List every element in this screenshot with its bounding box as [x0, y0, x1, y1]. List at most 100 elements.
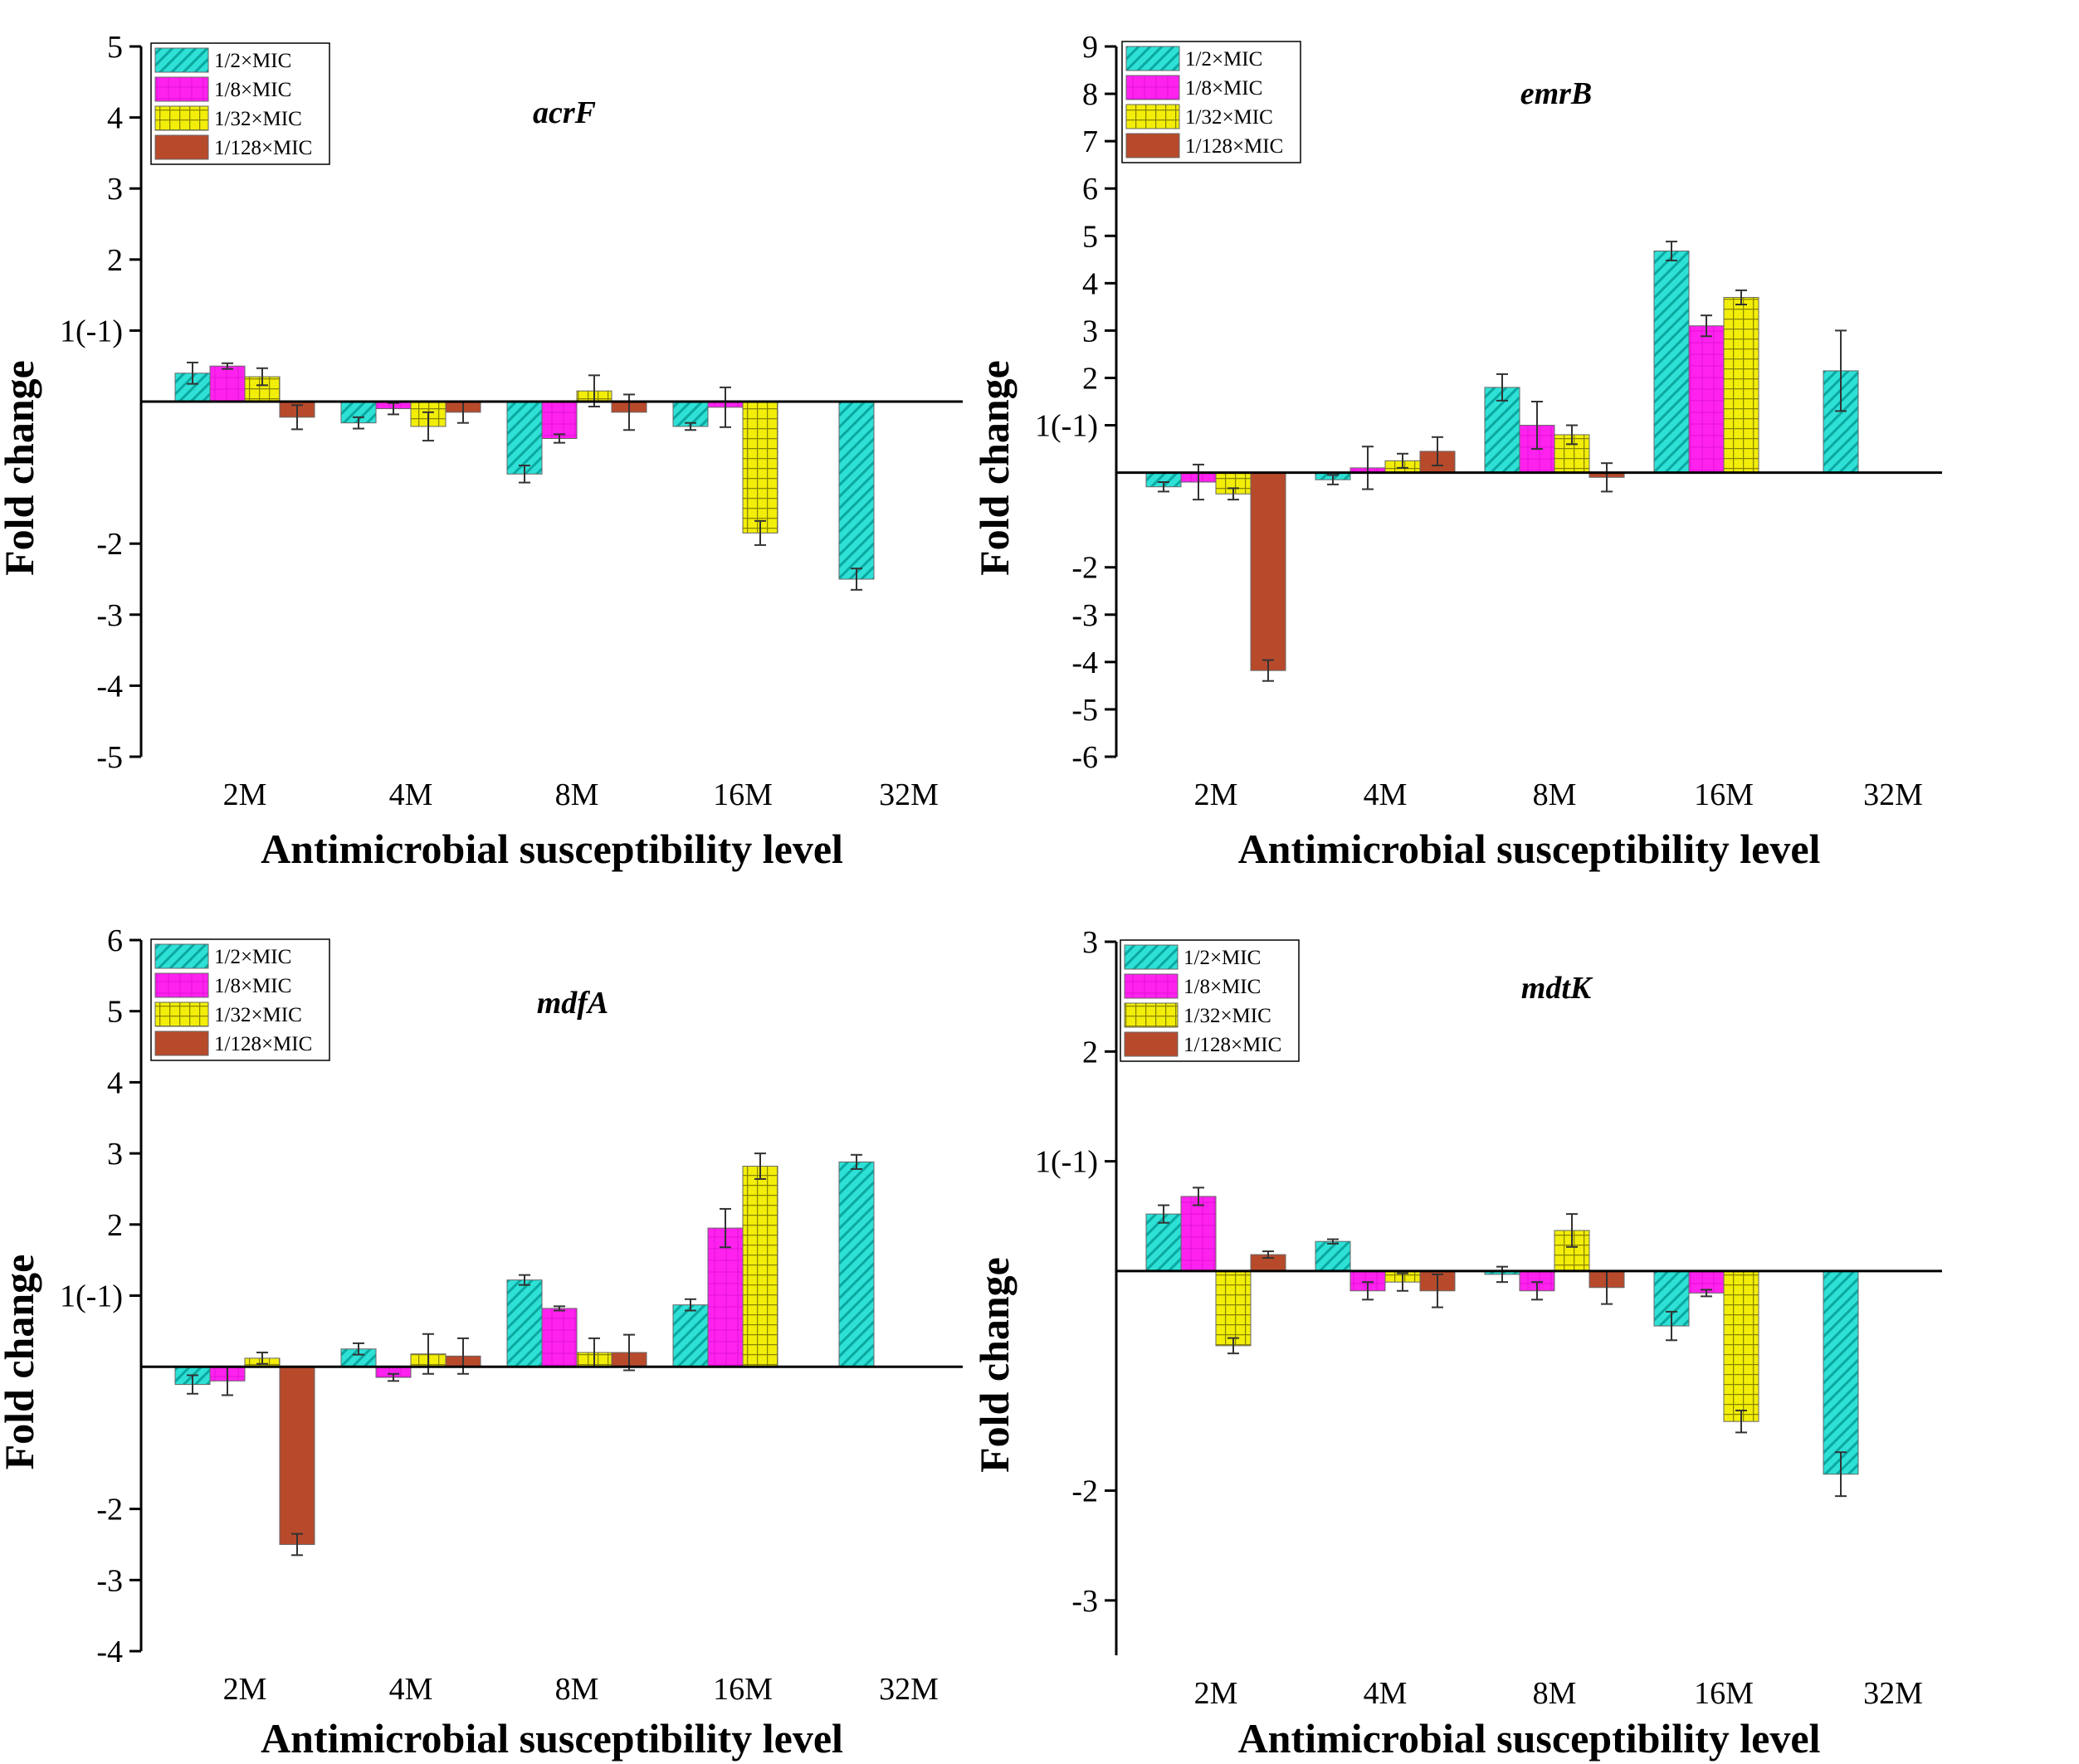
bar-emrB-2M-4 — [1250, 472, 1286, 671]
x-tick-label: 16M — [713, 1672, 773, 1707]
x-tick-label: 4M — [1364, 1676, 1408, 1711]
bar-mdtK-16M-3 — [1723, 1270, 1759, 1422]
legend-label: 1/128×MIC — [214, 1033, 312, 1055]
bar-emrB-16M-1 — [1653, 251, 1690, 474]
error-bar-mdfA-2M-1 — [187, 1374, 198, 1395]
error-bar-acrF-16M-2 — [720, 386, 731, 428]
x-axis-title: Antimicrobial susceptibility level — [261, 826, 843, 872]
y-tick-label: -5 — [1071, 693, 1098, 728]
y-tick-label: 1(-1) — [1035, 1145, 1098, 1180]
error-bar-mdtK-4M-4 — [1432, 1273, 1443, 1308]
legend-label: 1/128×MIC — [1183, 1034, 1281, 1056]
y-tick-label: 1(-1) — [60, 1279, 123, 1314]
error-bar-mdtK-4M-2 — [1362, 1281, 1374, 1301]
error-bar-acrF-16M-1 — [685, 422, 696, 431]
legend-swatch — [1125, 133, 1180, 158]
error-bar-emrB-32M-1 — [1835, 329, 1847, 412]
bar-acrF-8M-2 — [541, 401, 578, 440]
x-tick-label: 4M — [1364, 777, 1408, 812]
legend-label: 1/8×MIC — [1185, 77, 1262, 100]
y-tick-label: 2 — [1082, 361, 1098, 396]
bar-emrB-16M-2 — [1688, 325, 1725, 474]
error-bar-emrB-8M-1 — [1496, 373, 1508, 402]
error-bar-mdfA-8M-1 — [519, 1274, 530, 1286]
legend-label: 1/32×MIC — [1183, 1005, 1271, 1027]
legend-swatch — [1124, 973, 1179, 999]
x-tick-label: 4M — [389, 777, 433, 812]
legend-swatch — [154, 134, 209, 160]
legend-swatch — [154, 105, 209, 131]
x-tick-label: 16M — [1694, 1676, 1754, 1711]
y-tick-label: -5 — [96, 740, 123, 775]
y-tick-label: 3 — [107, 1137, 123, 1172]
bar-acrF-16M-3 — [742, 401, 778, 534]
error-bar-emrB-2M-4 — [1262, 659, 1274, 682]
bar-acrF-2M-2 — [209, 365, 246, 402]
x-tick-label: 32M — [1863, 1676, 1923, 1711]
chart-panel-mdfA: 6 5 4 3 2 1(-1) -2 -3 -4 2M 4M 8M 16M 32M mdfA Antimicr… — [0, 923, 963, 1762]
legend-emrB: 1/2×MIC 1/8×MIC 1/32×MIC 1/128×MIC — [1121, 41, 1301, 163]
error-bar-acrF-2M-4 — [291, 404, 303, 431]
x-tick-label: 2M — [223, 777, 267, 812]
y-tick-label: 5 — [107, 995, 123, 1030]
legend-label: 1/2×MIC — [1183, 947, 1261, 969]
y-tick-label: -4 — [96, 669, 123, 704]
y-tick-label: -4 — [1071, 646, 1098, 680]
y-tick-label: 1(-1) — [60, 314, 123, 348]
legend-swatch — [1125, 46, 1180, 71]
error-bar-emrB-16M-1 — [1666, 241, 1677, 261]
legend-label: 1/8×MIC — [214, 975, 291, 997]
legend-label: 1/32×MIC — [1185, 106, 1273, 129]
error-bar-mdtK-8M-2 — [1531, 1281, 1543, 1301]
legend-swatch — [1124, 944, 1179, 970]
error-bar-mdtK-2M-4 — [1262, 1250, 1274, 1260]
y-tick-label: 5 — [1082, 219, 1098, 254]
error-bar-mdtK-2M-2 — [1193, 1187, 1204, 1206]
chart-panel-mdtK: 3 2 1(-1) -2 -3 2M 4M 8M 16M 32M mdtK Antimicrobial… — [971, 925, 1942, 1762]
error-bar-emrB-2M-2 — [1193, 463, 1204, 501]
error-bar-acrF-32M-1 — [851, 568, 862, 591]
error-bar-emrB-2M-3 — [1227, 487, 1239, 501]
legend-label: 1/2×MIC — [214, 50, 291, 72]
legend-swatch — [154, 76, 209, 102]
error-bar-mdfA-16M-3 — [754, 1152, 766, 1180]
legend-mdfA: 1/2×MIC 1/8×MIC 1/32×MIC 1/128×MIC — [150, 938, 330, 1061]
bar-mdfA-32M-1 — [838, 1161, 875, 1367]
error-bar-acrF-4M-3 — [422, 411, 434, 442]
error-bar-mdtK-8M-1 — [1496, 1265, 1508, 1284]
error-bar-emrB-8M-2 — [1531, 401, 1543, 451]
y-tick-label: -3 — [96, 598, 123, 633]
error-bar-mdtK-8M-3 — [1566, 1213, 1578, 1248]
y-tick-label: -3 — [1071, 1584, 1098, 1619]
error-bar-emrB-4M-3 — [1397, 452, 1408, 469]
legend-acrF: 1/2×MIC 1/8×MIC 1/32×MIC 1/128×MIC — [150, 42, 330, 165]
legend-swatch — [1125, 75, 1180, 100]
legend-swatch — [154, 47, 209, 73]
error-bar-mdtK-16M-1 — [1666, 1310, 1677, 1342]
y-tick-label: 2 — [107, 243, 123, 278]
error-bar-acrF-4M-1 — [353, 416, 364, 430]
bar-mdtK-2M-3 — [1215, 1270, 1252, 1347]
x-tick-label: 32M — [879, 777, 939, 812]
panel-title: mdfA — [537, 986, 609, 1021]
bar-emrB-16M-3 — [1723, 296, 1759, 474]
y-tick-label: 4 — [107, 1065, 123, 1100]
error-bar-mdfA-16M-1 — [685, 1298, 696, 1312]
legend-swatch — [1124, 1002, 1179, 1028]
error-bar-emrB-16M-2 — [1701, 314, 1712, 338]
legend-swatch — [154, 972, 209, 998]
error-bar-acrF-8M-2 — [554, 433, 565, 444]
legend-label: 1/128×MIC — [1185, 135, 1283, 158]
x-tick-label: 4M — [389, 1672, 433, 1707]
y-tick-label: 6 — [1082, 172, 1098, 207]
panel-title: mdtK — [1521, 971, 1593, 1006]
bar-mdfA-8M-1 — [506, 1279, 543, 1367]
legend-swatch — [154, 1001, 209, 1027]
x-tick-label: 16M — [1694, 777, 1754, 812]
y-tick-label: 2 — [1082, 1035, 1098, 1070]
x-axis-title: Antimicrobial susceptibility level — [1238, 1715, 1821, 1762]
error-bar-acrF-2M-2 — [222, 362, 233, 370]
error-bar-mdtK-4M-1 — [1327, 1238, 1339, 1245]
